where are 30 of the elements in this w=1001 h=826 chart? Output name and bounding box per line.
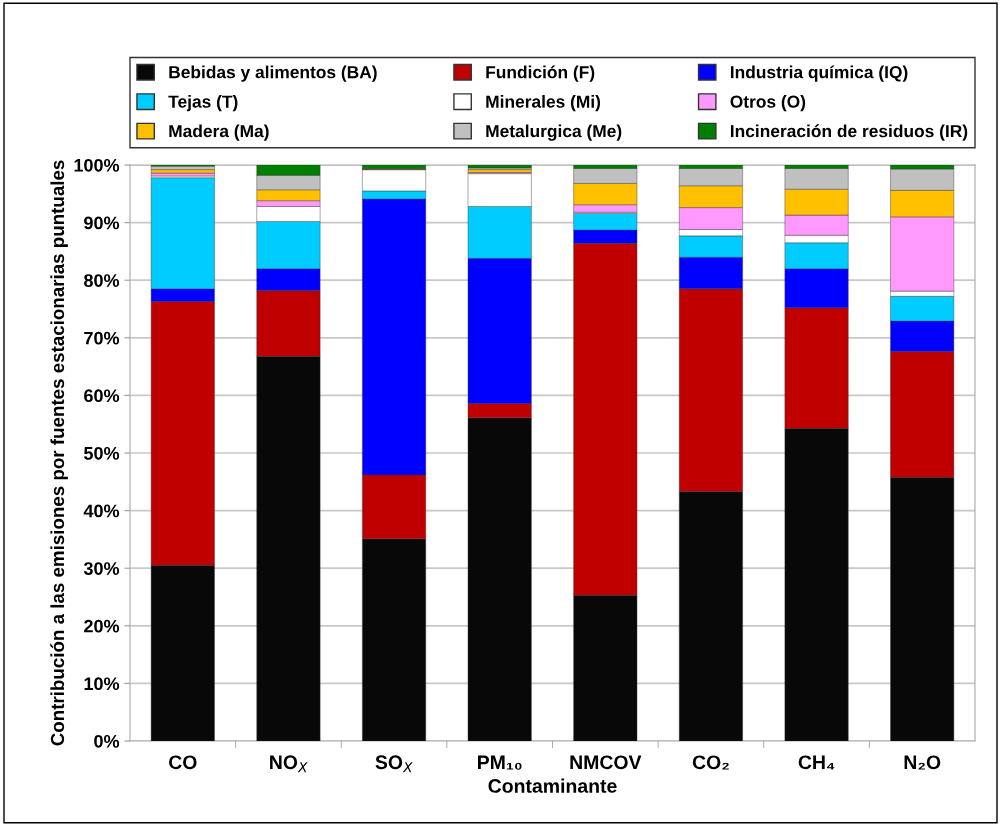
x-axis-title: Contaminante <box>488 778 617 793</box>
legend-label: Minerales (Mi) <box>486 95 601 112</box>
x-tick-label: NO$_{X}$ <box>270 755 308 773</box>
legend-label: Incineración de residuos (IR) <box>730 124 968 141</box>
y-tick-label: 100% <box>74 158 120 172</box>
y-tick-label: 60% <box>84 389 120 403</box>
x-tick-label: CH₄ <box>798 755 835 770</box>
legend-label: Otros (O) <box>730 95 806 112</box>
legend-label: Fundición (F) <box>486 65 595 82</box>
x-tick-label: N₂O <box>904 755 941 770</box>
y-axis-title: Contribución a las emisiones por fuentes estacionarias puntuales <box>50 160 68 746</box>
y-tick-label: 40% <box>83 504 120 518</box>
y-tick-label: 50% <box>84 446 120 460</box>
x-tick-label: CO₂ <box>692 755 729 770</box>
y-tick-label: 80% <box>84 274 120 287</box>
y-tick-label: 20% <box>84 619 120 633</box>
y-tick-label: 70% <box>84 331 120 345</box>
x-tick-label: NMCOV <box>570 755 642 770</box>
y-tick-label: 90% <box>84 216 120 230</box>
x-tick-label: PM₁₀ <box>478 755 522 770</box>
x-tick-label: SO$_{X}$ <box>375 755 413 773</box>
legend-label: Madera (Ma) <box>169 124 269 141</box>
legend-label: Tejas (T) <box>168 95 238 112</box>
y-tick-label: 10% <box>84 677 120 691</box>
x-tick-label: CO <box>169 755 197 770</box>
legend-label: Industria química (IQ) <box>730 65 908 82</box>
legend-label: Bebidas y alimentos (BA) <box>169 65 377 82</box>
legend-label: Metalurgica (Me) <box>486 124 622 141</box>
y-tick-label: 0% <box>94 734 120 748</box>
y-tick-label: 30% <box>83 562 120 575</box>
